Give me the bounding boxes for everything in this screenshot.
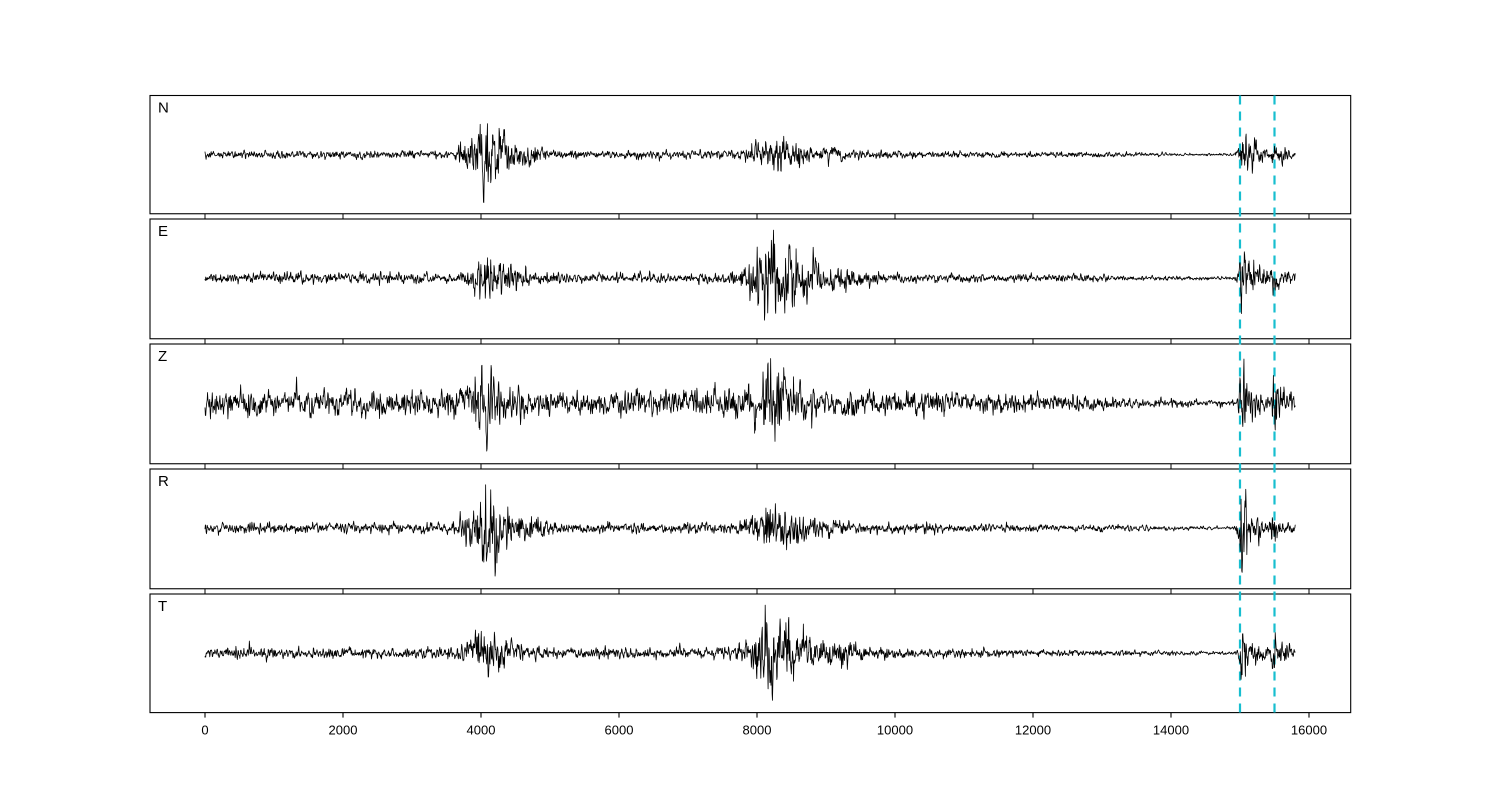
svg-text:0: 0 bbox=[201, 723, 208, 738]
svg-text:E: E bbox=[158, 223, 168, 240]
svg-text:14000: 14000 bbox=[1153, 723, 1189, 738]
svg-text:4000: 4000 bbox=[467, 723, 496, 738]
svg-text:N: N bbox=[158, 100, 169, 117]
svg-text:8000: 8000 bbox=[743, 723, 772, 738]
svg-text:2000: 2000 bbox=[329, 723, 358, 738]
svg-text:T: T bbox=[158, 598, 167, 615]
svg-text:12000: 12000 bbox=[1015, 723, 1051, 738]
svg-text:R: R bbox=[158, 473, 169, 490]
svg-text:10000: 10000 bbox=[877, 723, 913, 738]
svg-text:6000: 6000 bbox=[605, 723, 634, 738]
svg-text:16000: 16000 bbox=[1291, 723, 1327, 738]
svg-text:Z: Z bbox=[158, 348, 167, 365]
